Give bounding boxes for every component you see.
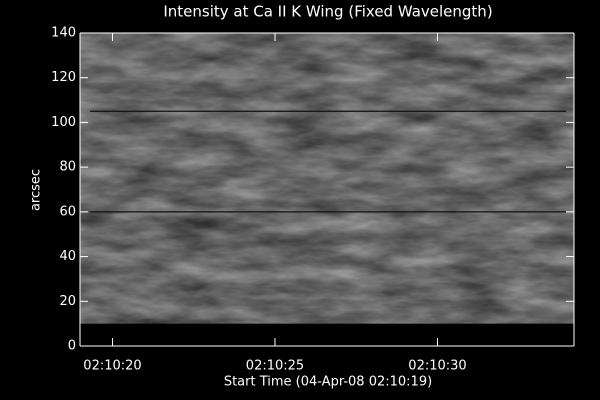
chart-title: Intensity at Ca II K Wing (Fixed Wavelen… [163,3,492,21]
y-axis-label: arcsec [29,169,44,211]
x-tick-label: 02:10:25 [246,359,304,374]
y-tick-label: 100 [51,115,76,130]
marks: 0 20 40 60 80 100 120 140 02:10:20 02:10:25 02:10:… [51,26,575,374]
y-tick-label: 60 [59,204,76,219]
y-tick-label: 20 [59,294,76,309]
axes-frame [79,32,575,347]
y-tick-label: 80 [59,160,76,175]
image-layer [80,33,574,324]
image-texture [80,33,574,324]
y-tick-label: 120 [51,70,76,85]
x-axis-label: Start Time (04-Apr-08 02:10:19) [224,375,432,390]
y-tick-label: 140 [51,26,76,41]
y-tick-label: 0 [68,339,76,354]
y-tick-label: 40 [59,249,76,264]
x-tick-label: 02:10:20 [83,359,141,374]
x-tick-label: 02:10:30 [408,359,466,374]
